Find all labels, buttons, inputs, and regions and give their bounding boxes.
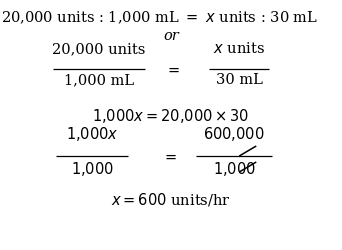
Text: 1,000 mL: 1,000 mL	[64, 73, 134, 87]
Text: $1{,}000$: $1{,}000$	[213, 159, 256, 177]
Text: $x = 600$ units/hr: $x = 600$ units/hr	[111, 191, 231, 208]
Text: $1{,}000x = 20{,}000 \times 30$: $1{,}000x = 20{,}000 \times 30$	[92, 106, 250, 124]
Text: $=$: $=$	[165, 63, 181, 77]
Text: or: or	[163, 29, 179, 43]
Text: $x$ units: $x$ units	[213, 41, 265, 56]
Text: $1{,}000x$: $1{,}000x$	[66, 124, 119, 142]
Text: $=$: $=$	[161, 150, 177, 163]
Text: 30 mL: 30 mL	[216, 73, 263, 87]
Text: 20,000 units: 20,000 units	[52, 42, 146, 56]
Text: $600{,}000$: $600{,}000$	[203, 124, 265, 142]
Text: 20,000 units : 1,000 mL $=$ $x$ units : 30 mL: 20,000 units : 1,000 mL $=$ $x$ units : …	[1, 10, 318, 26]
Text: $1{,}000$: $1{,}000$	[71, 159, 114, 177]
